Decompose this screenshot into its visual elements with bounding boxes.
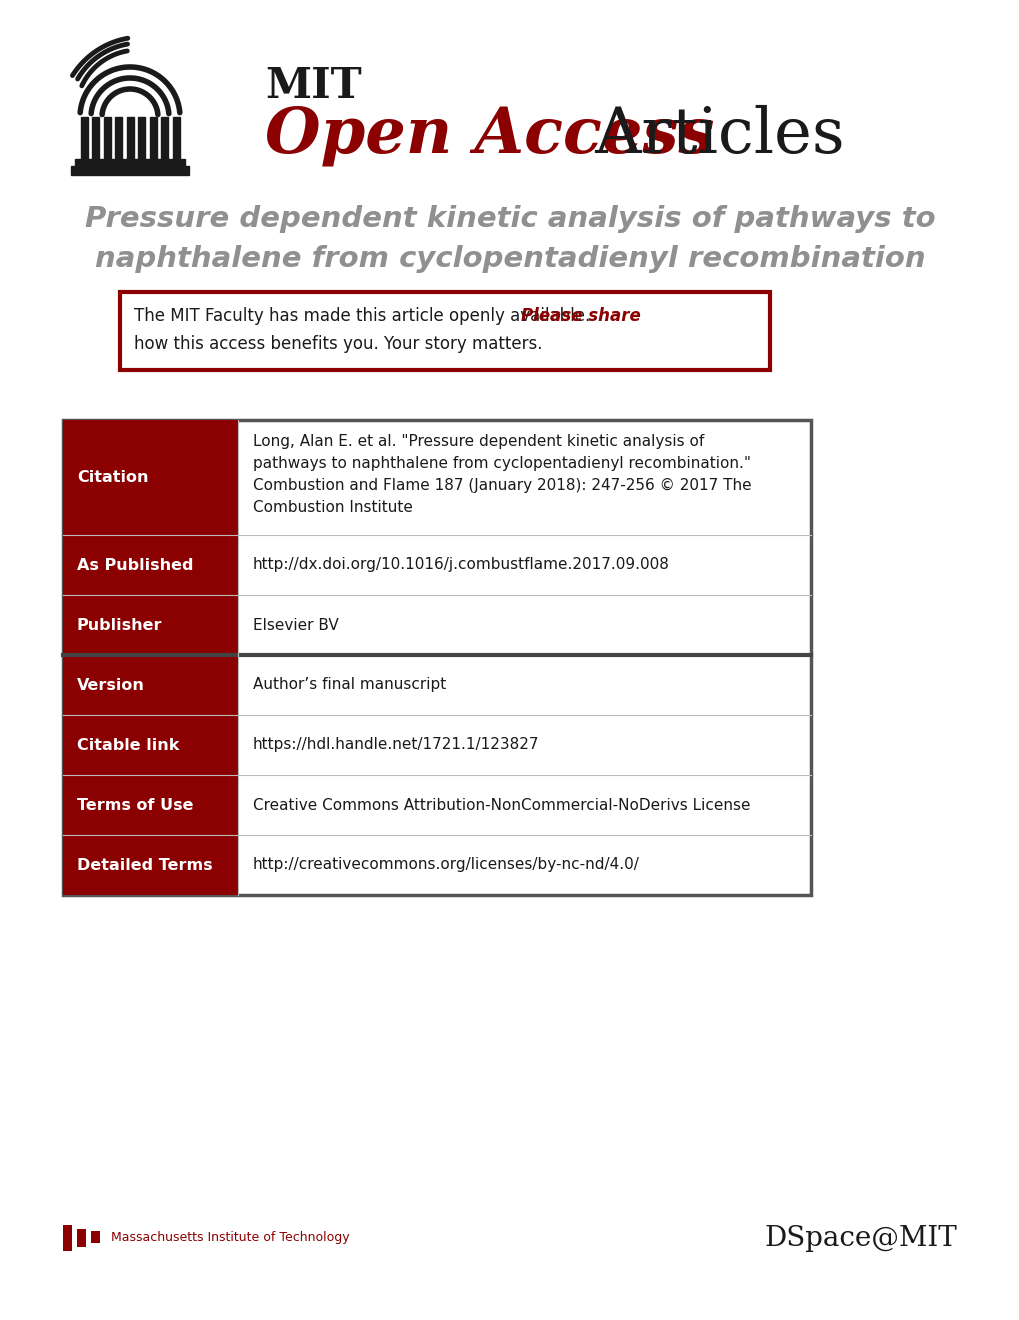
Text: Detailed Terms: Detailed Terms [76,858,212,873]
Text: Combustion Institute: Combustion Institute [253,500,413,515]
Text: Terms of Use: Terms of Use [76,797,194,813]
Text: how this access benefits you. Your story matters.: how this access benefits you. Your story… [133,335,542,352]
Text: http://creativecommons.org/licenses/by-nc-nd/4.0/: http://creativecommons.org/licenses/by-n… [253,858,639,873]
Text: Author’s final manuscript: Author’s final manuscript [253,677,446,693]
Bar [173,117,179,158]
Text: The MIT Faculty has made this article openly available.: The MIT Faculty has made this article op… [133,308,595,325]
Text: Creative Commons Attribution-NonCommercial-NoDerivs License: Creative Commons Attribution-NonCommerci… [253,797,750,813]
Text: As Published: As Published [76,557,194,573]
Bar [120,292,769,370]
Bar [139,117,146,158]
Text: pathways to naphthalene from cyclopentadienyl recombination.": pathways to naphthalene from cyclopentad… [253,455,750,471]
Bar [63,715,237,775]
Bar [91,1232,100,1243]
Text: DSpace@MIT: DSpace@MIT [763,1225,956,1251]
Bar [127,117,133,158]
Text: MIT: MIT [265,65,362,107]
Text: Articles: Articles [575,106,844,166]
Text: Citation: Citation [76,470,149,484]
Bar [63,655,237,715]
Bar [63,420,810,895]
Text: Publisher: Publisher [76,618,162,632]
Bar [81,117,88,158]
Text: Citable link: Citable link [76,738,179,752]
Text: Pressure dependent kinetic analysis of pathways to: Pressure dependent kinetic analysis of p… [85,205,934,234]
Bar [161,117,168,158]
Text: naphthalene from cyclopentadienyl recombination: naphthalene from cyclopentadienyl recomb… [95,246,924,273]
Bar [76,1229,86,1247]
Bar [63,775,237,836]
Bar [104,117,111,158]
Text: Long, Alan E. et al. "Pressure dependent kinetic analysis of: Long, Alan E. et al. "Pressure dependent… [253,434,703,449]
Text: Elsevier BV: Elsevier BV [253,618,338,632]
Text: Please share: Please share [521,308,640,325]
Text: https://hdl.handle.net/1721.1/123827: https://hdl.handle.net/1721.1/123827 [253,738,539,752]
Bar [115,117,122,158]
Bar [150,117,157,158]
Text: http://dx.doi.org/10.1016/j.combustflame.2017.09.008: http://dx.doi.org/10.1016/j.combustflame… [253,557,669,573]
Bar [75,158,184,166]
Bar [93,117,100,158]
Bar [63,535,237,595]
Bar [63,420,237,535]
Bar [63,1225,72,1251]
Bar [63,595,237,655]
Text: Open Access: Open Access [265,106,713,166]
Bar [71,166,189,176]
Text: Massachusetts Institute of Technology: Massachusetts Institute of Technology [111,1232,350,1245]
Bar [63,836,237,895]
Text: Version: Version [76,677,145,693]
Text: Combustion and Flame 187 (January 2018): 247-256 © 2017 The: Combustion and Flame 187 (January 2018):… [253,478,751,492]
